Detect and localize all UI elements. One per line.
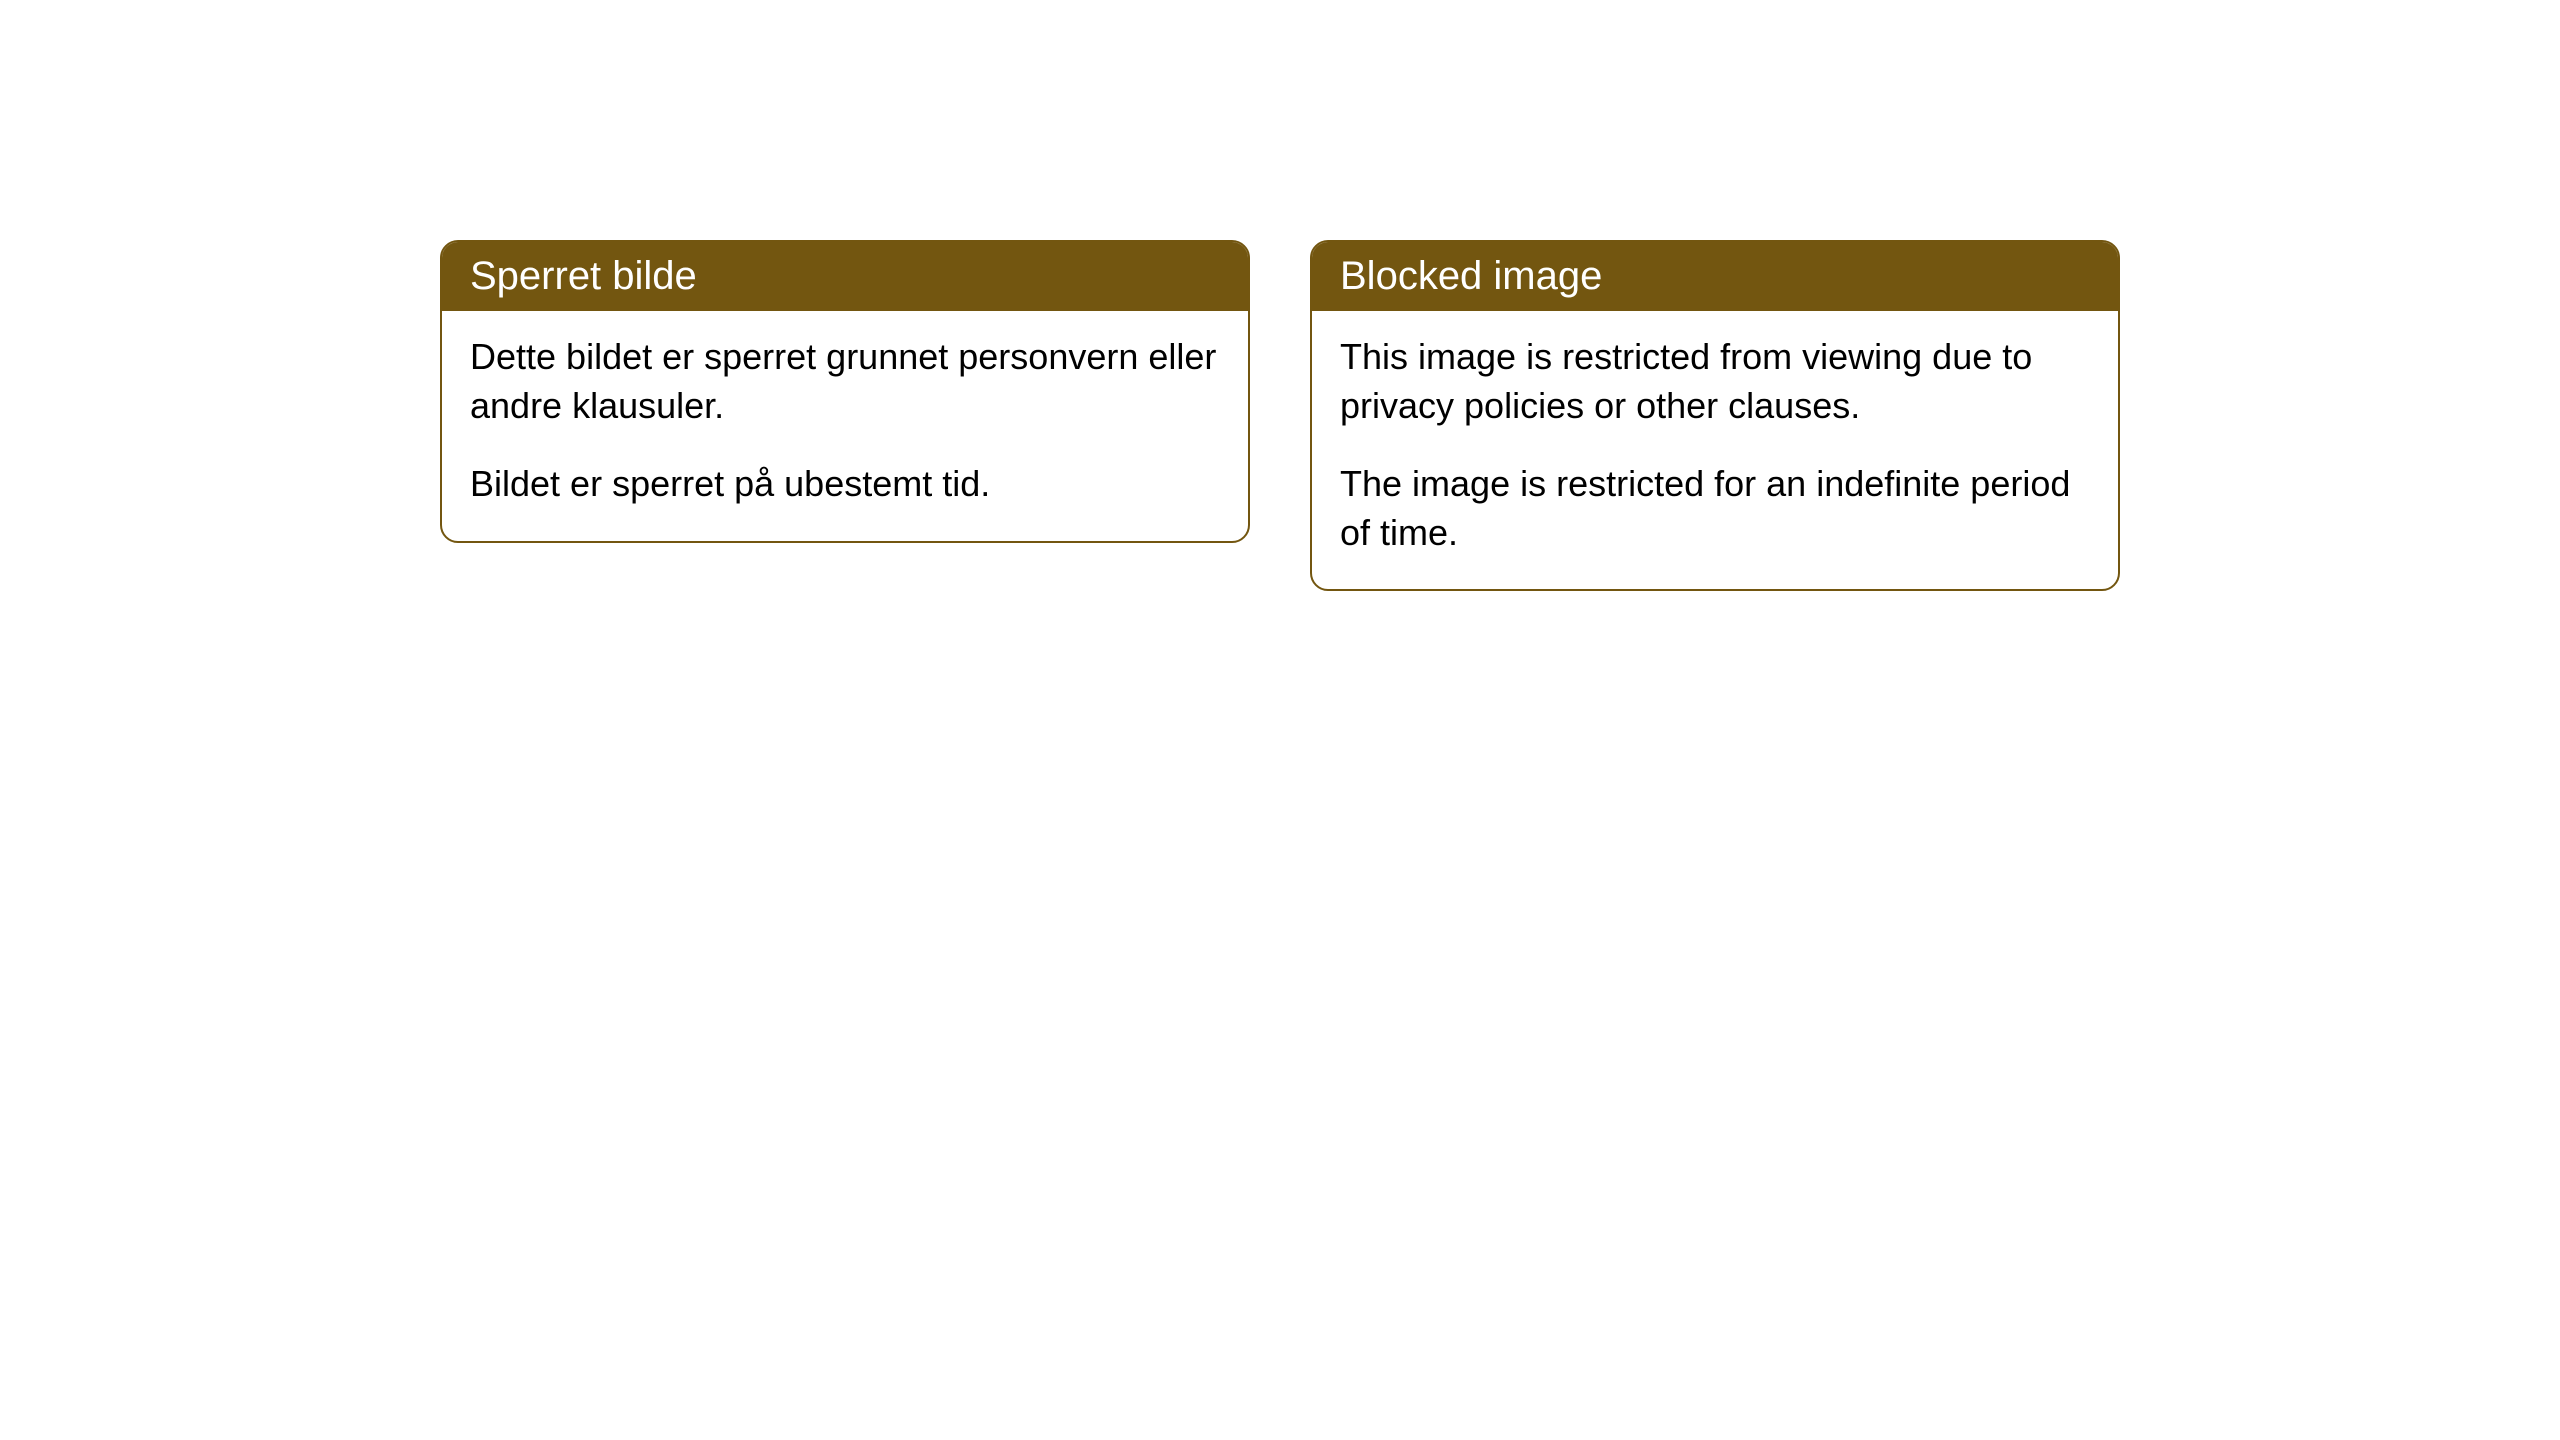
card-paragraph-1: Dette bildet er sperret grunnet personve… <box>470 333 1220 430</box>
card-paragraph-2: Bildet er sperret på ubestemt tid. <box>470 460 1220 509</box>
card-title: Blocked image <box>1340 254 1602 298</box>
card-paragraph-2: The image is restricted for an indefinit… <box>1340 460 2090 557</box>
card-body: Dette bildet er sperret grunnet personve… <box>442 311 1248 541</box>
card-body: This image is restricted from viewing du… <box>1312 311 2118 589</box>
blocked-image-card-norwegian: Sperret bilde Dette bildet er sperret gr… <box>440 240 1250 543</box>
card-title: Sperret bilde <box>470 254 697 298</box>
card-header: Blocked image <box>1312 242 2118 311</box>
card-paragraph-1: This image is restricted from viewing du… <box>1340 333 2090 430</box>
card-header: Sperret bilde <box>442 242 1248 311</box>
blocked-image-card-english: Blocked image This image is restricted f… <box>1310 240 2120 591</box>
